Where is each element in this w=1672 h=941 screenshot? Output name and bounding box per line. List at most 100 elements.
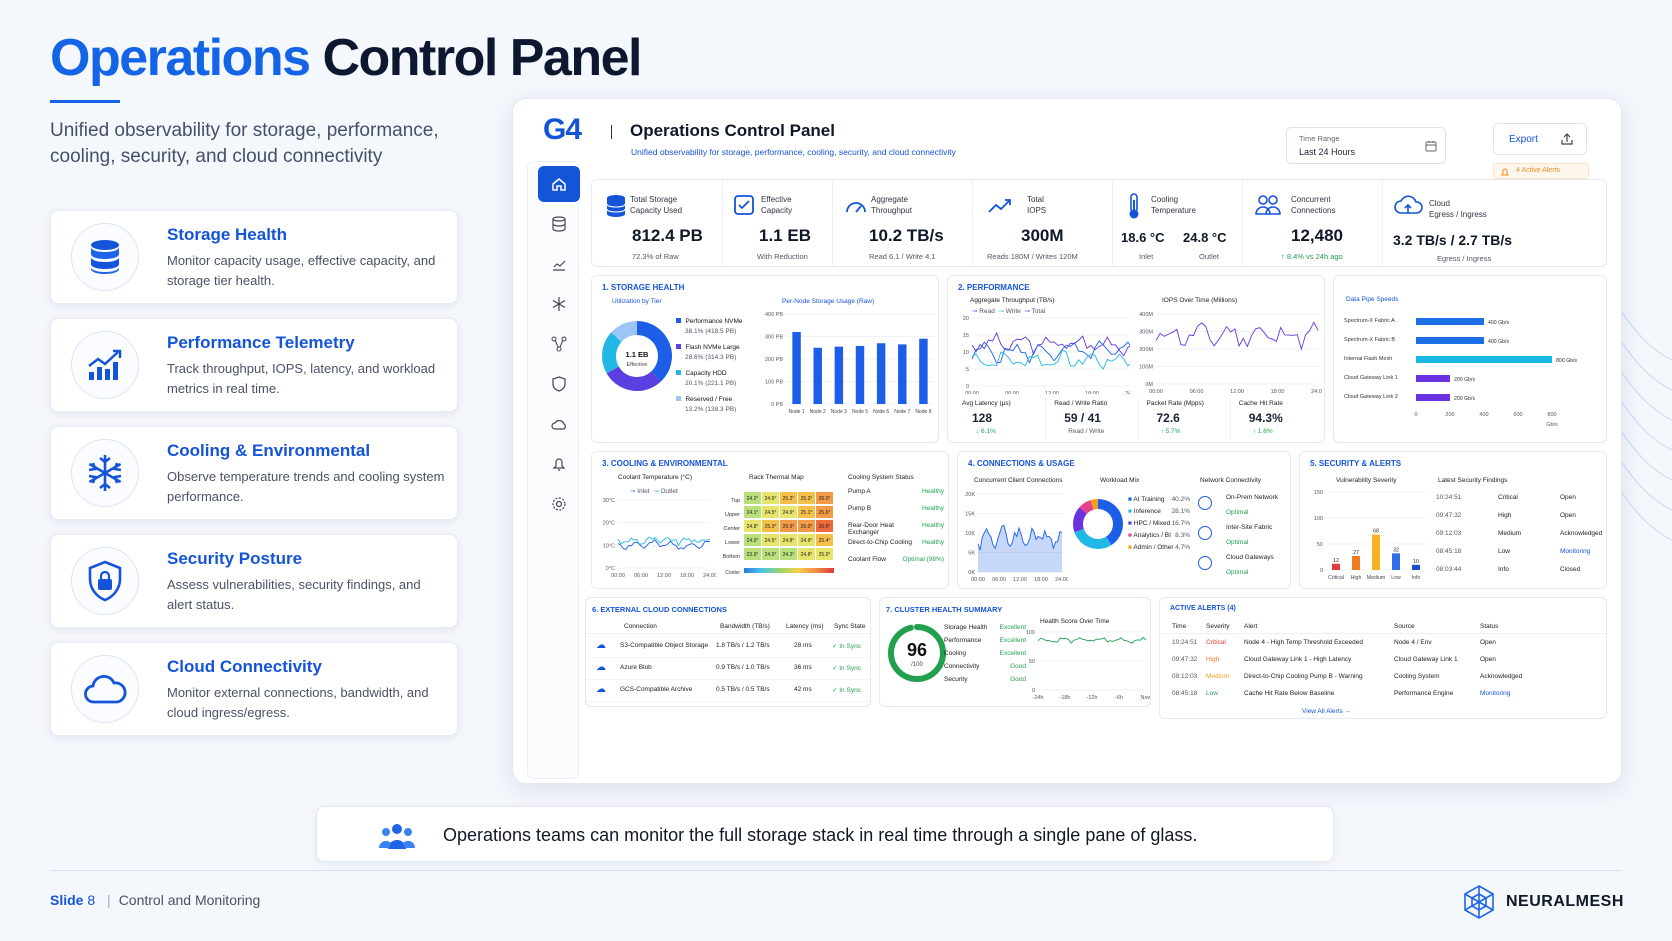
y-tick-label: 5K (968, 551, 975, 557)
storage-health-card: 1. STORAGE HEALTH Utilization by Tier 1.… (591, 275, 939, 443)
temp-legend: ⊸ Inlet ⊸ Outlet (630, 488, 678, 495)
series-line (617, 539, 711, 550)
y-tick-label: 10 (963, 350, 969, 356)
row-label: Top (731, 498, 740, 504)
series-line (977, 524, 1063, 551)
nav-security[interactable] (538, 366, 580, 402)
health-score-gauge: 96 /100 (888, 624, 946, 682)
cluster-status-list: Storage Health Excellent Performance Excell… (944, 624, 1026, 689)
finding-row[interactable]: 08:45:18 Low Monitoring (1436, 548, 1591, 555)
tier-legend: Performance NVMe 38.1% (418.5 PB) Flash N… (676, 310, 756, 414)
time-range-select[interactable]: Time Range Last 24 Hours (1286, 127, 1446, 164)
heat-cell (780, 548, 797, 560)
thermometer-icon (1129, 193, 1139, 219)
dashboard-title: Operations Control Panel (630, 121, 835, 140)
alert-row[interactable]: 10:24:51 Critical Node 4 - High Temp Thres… (1172, 639, 1496, 646)
heat-value: 23.9° (747, 552, 759, 558)
heat-value: 24.1° (747, 510, 759, 516)
pipe-value: 400 Gb/s (1488, 320, 1509, 326)
x-tick-label: 00:00 (971, 577, 985, 583)
pipe-label: Spectrum-X Fabric A (1344, 318, 1395, 324)
x-tick-label: -6h (1115, 695, 1123, 701)
y-tick-label: 100M (1139, 365, 1153, 371)
network-list: On-Prem Network Optimal Inter-Site Fabric O… (1196, 492, 1288, 582)
y-tick-label: 5 (966, 367, 969, 373)
x-tick-label: 12:00 (657, 573, 671, 579)
connections-card: 4. CONNECTIONS & USAGE Concurrent Client… (957, 451, 1291, 589)
severity-bar (1352, 555, 1360, 570)
y-tick-label: 10K (965, 531, 975, 537)
finding-row[interactable]: 09:47:32 High Open (1436, 512, 1576, 519)
nav-alerts[interactable] (538, 446, 580, 482)
cloud-row[interactable]: ☁ Azure Blob 0.9 TB/s / 1.0 TB/s 36 ms ✓ In … (586, 658, 872, 680)
node-bar (898, 344, 907, 404)
alert-row[interactable]: 09:47:32 High Cloud Gateway Link 1 - High … (1172, 656, 1496, 663)
row-label: Center (723, 526, 740, 532)
feature-desc: Monitor external connections, bandwidth,… (167, 685, 429, 720)
workload-mix-legend: ■ AI Training 40.2% ■ Inference 28.1% ■ HPC … (1128, 496, 1190, 556)
heat-value: 24.5° (765, 538, 777, 544)
alert-row[interactable]: 08:45:18 Low Cache Hit Rate Below Baseline… (1172, 690, 1511, 697)
nav-performance[interactable] (538, 246, 580, 282)
cooling-status-list: Pump A Healthy Pump B Healthy Rear-Door Heat… (848, 488, 944, 573)
active-alerts-badge[interactable]: 4 Active Alerts (1493, 163, 1589, 179)
cooling-status-row: Coolant Flow Optimal (98%) (848, 556, 944, 563)
network-item: Inter-Site Fabric Optimal (1196, 522, 1288, 552)
x-tick-label: -12h (1086, 695, 1097, 701)
finding-row[interactable]: 08:03:44 Info Closed (1436, 566, 1581, 573)
y-tick-label: 0M (1145, 382, 1153, 388)
heat-value: 24.8° (747, 524, 759, 530)
y-tick-label: 0 (1320, 568, 1323, 574)
area-fill (978, 525, 1062, 572)
series-line (1155, 321, 1319, 351)
slide-title: Operations Control Panel (50, 29, 642, 87)
donut-slice (1090, 499, 1099, 510)
nav-cooling[interactable] (538, 286, 580, 322)
section-title: 5. SECURITY & ALERTS (1310, 459, 1402, 468)
nav-home[interactable] (538, 166, 580, 202)
x-tick-label: 18:00 (680, 573, 694, 579)
section-title: 7. CLUSTER HEALTH SUMMARY (886, 605, 1003, 614)
cloud-icon: ☁ (596, 662, 606, 673)
export-button[interactable]: Export (1493, 123, 1587, 155)
nav-storage[interactable] (538, 206, 580, 242)
feature-title: Cloud Connectivity (167, 657, 322, 676)
health-trend-chart: 100 50 0-24h -18h -12h -6h Now (1026, 630, 1150, 701)
pipe-value: 200 Gb/s (1454, 377, 1475, 383)
x-tick-label: 00:00 (1149, 389, 1163, 394)
alert-row[interactable]: 09:12:03 Medium Direct-to-Chip Cooling Pum… (1172, 673, 1523, 680)
nav-connections[interactable] (538, 326, 580, 362)
cloud-row[interactable]: ☁ GCS-Compatible Archive 0.5 TB/s / 0.5 TB… (586, 680, 872, 702)
legend-swatch (676, 370, 681, 375)
bar-value-label: 68 (1373, 529, 1379, 535)
y-tick-label: 15K (965, 512, 975, 518)
series-line (1037, 636, 1147, 644)
finding-row[interactable]: 09:12:03 Medium Acknowledged (1436, 530, 1603, 537)
feature-desc: Monitor capacity usage, effective capaci… (167, 253, 436, 288)
y-tick-label: 10°C (603, 543, 615, 549)
view-all-alerts-link[interactable]: View All Alerts → (1302, 708, 1352, 715)
shield-lock-icon (71, 547, 139, 615)
y-tick-label: 100 PB (765, 380, 783, 386)
x-tick-label: 06:00 (1190, 389, 1204, 394)
heat-value: 25.0° (819, 552, 831, 558)
bell-icon (552, 458, 566, 471)
health-trend-title: Health Score Over Time (1040, 618, 1110, 625)
feature-desc: Assess vulnerabilities, security finding… (167, 577, 421, 612)
finding-row[interactable]: 10:24:51 Critical Open (1436, 494, 1576, 501)
nav-settings[interactable] (538, 486, 580, 522)
heat-cell (798, 534, 815, 546)
nav-cloud[interactable] (538, 406, 580, 442)
time-range-label: Time Range (1299, 134, 1340, 143)
x-tick-label: 06:00 (992, 577, 1006, 583)
cloud-row[interactable]: ☁ S3-Compatible Object Storage 1.8 TB/s / … (586, 636, 872, 658)
section-title: 6. EXTERNAL CLOUD CONNECTIONS (592, 605, 727, 614)
snowflake-icon (71, 439, 139, 507)
series-line (971, 340, 1130, 364)
heat-cell (816, 506, 833, 518)
kpi-iops: Total IOPS 300M Reads 180M / Writes 120M (972, 180, 1112, 266)
heat-value: 26.6° (819, 524, 831, 530)
series-line (971, 331, 1130, 357)
heat-value: 25.6° (819, 510, 831, 516)
coolant-temp-chart: 30°C 20°C 10°C 0°C00:00 06:00 12:00 18:00 24:00 (603, 498, 716, 579)
